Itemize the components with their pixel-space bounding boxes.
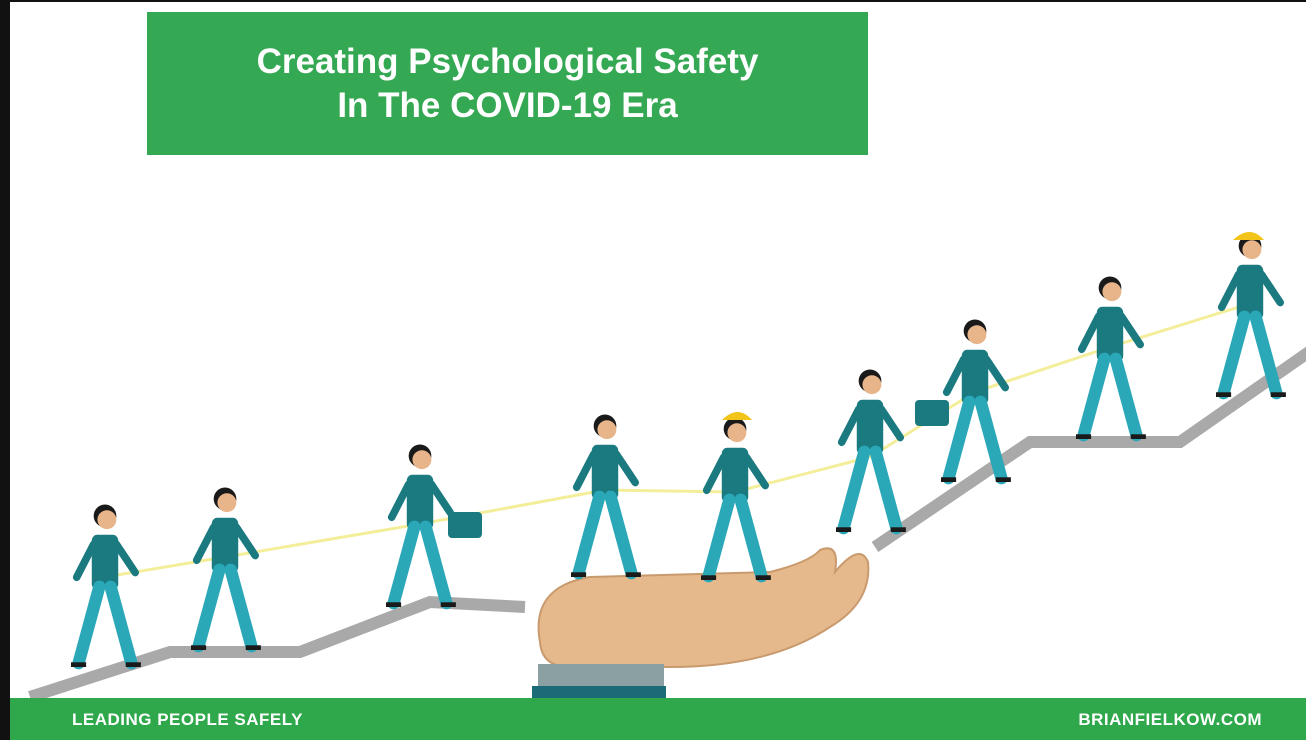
footer-left: LEADING PEOPLE SAFELY (72, 710, 303, 730)
hand (539, 548, 869, 667)
briefcase (915, 400, 949, 426)
title-banner: Creating Psychological Safety In The COV… (147, 12, 868, 155)
person (191, 488, 261, 650)
title-line: In The COVID-19 Era (337, 84, 677, 128)
stairs (875, 347, 1306, 547)
person (386, 445, 456, 607)
footer-right: BRIANFIELKOW.COM (1078, 710, 1262, 730)
person (941, 320, 1011, 482)
person (701, 418, 771, 580)
person (1076, 277, 1146, 439)
page: Creating Psychological Safety In The COV… (0, 0, 1306, 740)
person (71, 505, 141, 667)
title-line: Creating Psychological Safety (257, 40, 759, 84)
sleeve (538, 664, 664, 686)
hard-hat (722, 412, 752, 420)
person (836, 370, 906, 532)
footer: LEADING PEOPLE SAFELY BRIANFIELKOW.COM (10, 698, 1306, 740)
stairs (30, 602, 525, 697)
person (1216, 235, 1286, 397)
hard-hat (1233, 232, 1264, 240)
briefcase (448, 512, 482, 538)
